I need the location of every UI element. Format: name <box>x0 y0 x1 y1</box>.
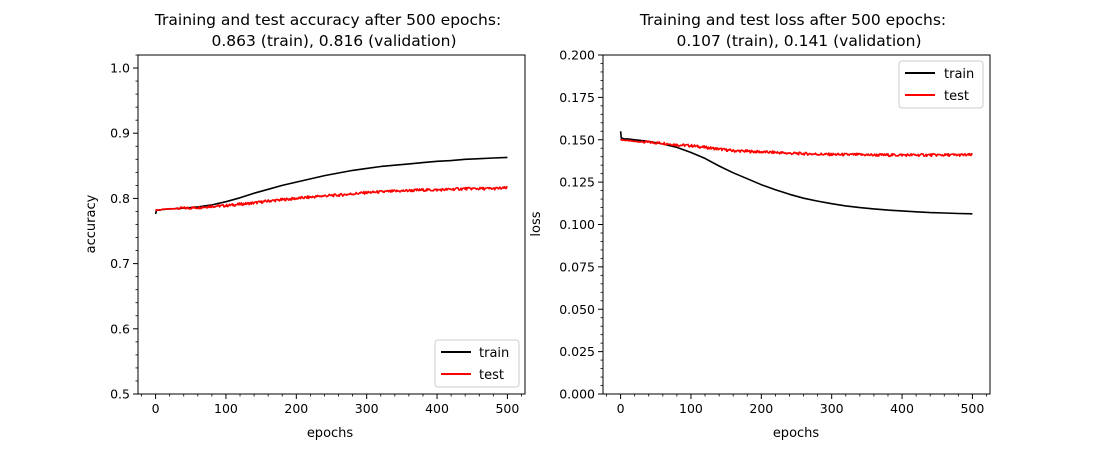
accuracy-chart-title-line2: 0.863 (train), 0.816 (validation) <box>211 32 456 50</box>
accuracy-series-test-line <box>154 185 509 212</box>
accuracy-chart-title-line1: Training and test accuracy after 500 epo… <box>154 11 501 29</box>
loss-ticks: 0 100 200 300 400 500 0.000 0.025 0.050 0.075 0.10… <box>559 48 987 416</box>
accuracy-legend-train-label: train <box>479 346 509 361</box>
loss-y-tick-label: 0.175 <box>559 90 595 105</box>
accuracy-y-tick-label: 1.0 <box>110 61 130 76</box>
accuracy-x-tick-label: 400 <box>425 401 449 416</box>
accuracy-y-tick-label: 0.6 <box>110 321 130 336</box>
accuracy-series <box>154 156 509 215</box>
loss-x-axis-label: epochs <box>773 426 820 441</box>
loss-chart-title-line2: 0.107 (train), 0.141 (validation) <box>676 32 921 50</box>
accuracy-x-tick-label: 300 <box>355 401 379 416</box>
loss-legend-train-label: train <box>944 67 974 82</box>
accuracy-x-tick-label: 0 <box>152 401 160 416</box>
loss-chart: Training and test loss after 500 epochs:… <box>529 11 991 441</box>
loss-series <box>619 131 974 215</box>
accuracy-y-tick-label: 0.5 <box>110 387 130 402</box>
accuracy-y-axis-label: accuracy <box>84 194 99 253</box>
loss-y-tick-label: 0.100 <box>559 217 595 232</box>
accuracy-x-tick-label: 100 <box>214 401 238 416</box>
loss-x-tick-label: 400 <box>890 401 914 416</box>
accuracy-chart: Training and test accuracy after 500 epo… <box>84 11 526 441</box>
loss-x-tick-label: 200 <box>749 401 773 416</box>
loss-legend-test-label: test <box>944 89 969 104</box>
loss-y-tick-label: 0.075 <box>559 259 595 274</box>
accuracy-legend: train test <box>434 339 520 388</box>
loss-series-test-line <box>620 138 974 158</box>
accuracy-y-tick-label: 0.9 <box>110 126 130 141</box>
accuracy-x-tick-label: 200 <box>284 401 308 416</box>
accuracy-x-axis-label: epochs <box>307 426 354 441</box>
loss-x-tick-label: 0 <box>617 401 625 416</box>
accuracy-x-tick-label: 500 <box>495 401 519 416</box>
loss-y-tick-label: 0.025 <box>559 344 595 359</box>
loss-y-tick-label: 0.125 <box>559 175 595 190</box>
loss-x-tick-label: 100 <box>679 401 703 416</box>
loss-x-tick-label: 300 <box>820 401 844 416</box>
loss-chart-title-line1: Training and test loss after 500 epochs: <box>639 11 946 29</box>
loss-plot-frame <box>602 54 991 395</box>
loss-y-tick-label: 0.200 <box>559 48 595 63</box>
accuracy-legend-test-label: test <box>479 368 504 383</box>
accuracy-plot-frame <box>137 54 526 395</box>
accuracy-y-tick-label: 0.8 <box>110 191 130 206</box>
loss-y-axis-label: loss <box>529 211 544 236</box>
loss-y-tick-label: 0.050 <box>559 302 595 317</box>
loss-legend: train test <box>898 60 984 109</box>
loss-series-train-line <box>619 131 973 215</box>
accuracy-y-tick-label: 0.7 <box>110 256 130 271</box>
loss-y-tick-label: 0.000 <box>559 387 595 402</box>
accuracy-ticks: 0 100 200 300 400 500 0.5 0.6 0.7 0.8 0.9 1.0 <box>110 54 522 416</box>
loss-x-tick-label: 500 <box>960 401 984 416</box>
loss-y-tick-label: 0.150 <box>559 132 595 147</box>
